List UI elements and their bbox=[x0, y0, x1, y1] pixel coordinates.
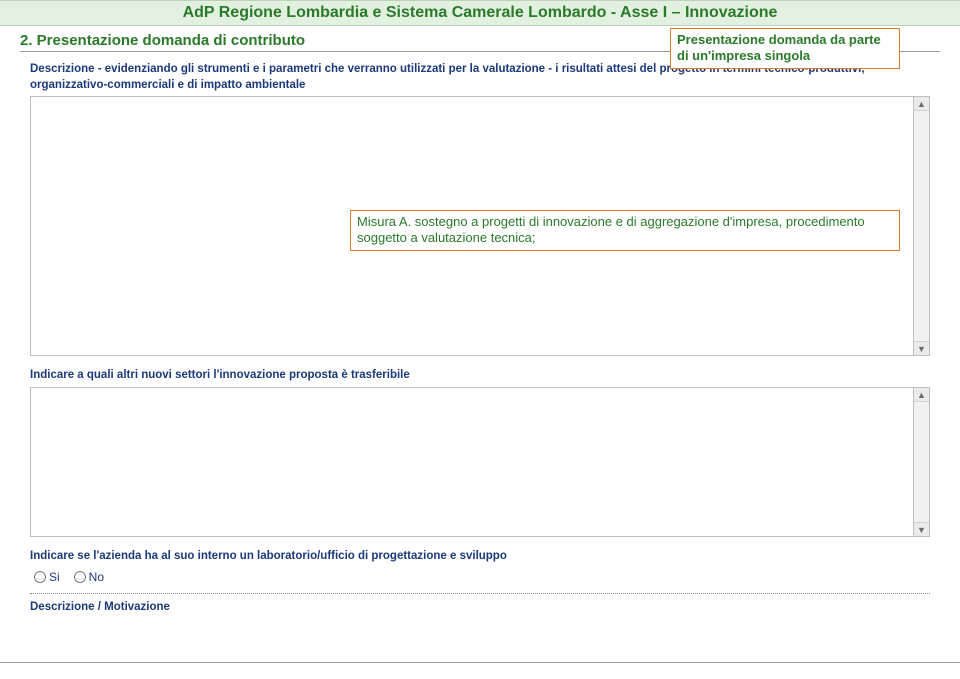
dotted-separator bbox=[30, 593, 930, 594]
field4-label: Descrizione / Motivazione bbox=[30, 600, 930, 616]
radio-no-label: No bbox=[89, 570, 104, 584]
field2-textarea[interactable] bbox=[30, 387, 914, 537]
radio-si-label: Si bbox=[49, 570, 60, 584]
field2-wrap: ▲ ▼ bbox=[30, 387, 930, 537]
scroll-down-icon[interactable]: ▼ bbox=[914, 341, 929, 355]
callout-mid: Misura A. sostegno a progetti di innovaz… bbox=[350, 210, 900, 251]
footer-line bbox=[0, 662, 960, 663]
radio-row: Si No bbox=[30, 567, 930, 588]
callout-top-text: Presentazione domanda da parte di un'imp… bbox=[677, 32, 881, 63]
field3-label: Indicare se l'azienda ha al suo interno … bbox=[30, 549, 930, 565]
scroll-up-icon[interactable]: ▲ bbox=[914, 97, 929, 111]
title-band: AdP Regione Lombardia e Sistema Camerale… bbox=[0, 0, 960, 26]
callout-mid-text: Misura A. sostegno a progetti di innovaz… bbox=[357, 214, 865, 245]
field1-scrollbar[interactable]: ▲ ▼ bbox=[914, 96, 930, 356]
radio-circle-icon bbox=[34, 571, 46, 583]
callout-top: Presentazione domanda da parte di un'imp… bbox=[670, 28, 900, 69]
field2-label: Indicare a quali altri nuovi settori l'i… bbox=[30, 368, 930, 384]
form-area: Descrizione - evidenziando gli strumenti… bbox=[0, 52, 960, 616]
radio-no[interactable]: No bbox=[74, 570, 104, 584]
field2-scrollbar[interactable]: ▲ ▼ bbox=[914, 387, 930, 537]
page-title: AdP Regione Lombardia e Sistema Camerale… bbox=[183, 4, 778, 21]
scroll-down-icon[interactable]: ▼ bbox=[914, 522, 929, 536]
radio-circle-icon bbox=[74, 571, 86, 583]
radio-si[interactable]: Si bbox=[34, 570, 60, 584]
scroll-up-icon[interactable]: ▲ bbox=[914, 388, 929, 402]
